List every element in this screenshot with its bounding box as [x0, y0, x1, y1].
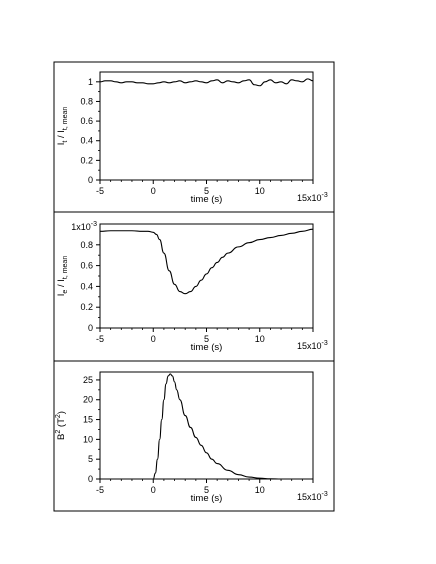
x-tick-label: 5: [204, 186, 209, 196]
x-axis-title: time (s): [191, 194, 223, 205]
x-tick-label: 5: [204, 334, 209, 344]
y-tick-label: 0.8: [80, 96, 93, 106]
y-axis-title: B2 (T2): [55, 411, 67, 440]
x-scale-label: 15x10-3: [297, 491, 328, 502]
y-tick-label: 10: [83, 434, 93, 444]
x-tick-label: 10: [255, 334, 265, 344]
x-scale-label: 15x10-3: [297, 192, 328, 203]
y-tick-label: 0: [88, 175, 93, 185]
y-tick-label: 0: [88, 323, 93, 333]
x-tick-label: 10: [255, 186, 265, 196]
y-tick-label: 25: [83, 375, 93, 385]
y-tick-label: 0.4: [80, 136, 93, 146]
x-tick-label: 0: [151, 334, 156, 344]
x-tick-label: 5: [204, 485, 209, 495]
y-axis-title: Ie / It, mean: [56, 256, 69, 297]
x-tick-label: -5: [96, 334, 104, 344]
y-tick-label: 20: [83, 395, 93, 405]
y-tick-label: 0.4: [80, 281, 93, 291]
y-tick-label: 0.2: [80, 155, 93, 165]
x-tick-label: -5: [96, 186, 104, 196]
y-tick-label: 0.2: [80, 302, 93, 312]
x-axis-title: time (s): [191, 493, 223, 504]
x-tick-label: 0: [151, 186, 156, 196]
x-scale-label: 15x10-3: [297, 340, 328, 351]
y-tick-label: 0.6: [80, 261, 93, 271]
figure-frame: [53, 61, 335, 512]
x-tick-label: 10: [255, 485, 265, 495]
series-line-1: [99, 373, 313, 480]
x-tick-label: -5: [96, 485, 104, 495]
series-line-1: [99, 228, 314, 295]
y-tick-label: 0: [88, 474, 93, 484]
y-tick-label: 0.8: [80, 240, 93, 250]
x-tick-label: 0: [151, 485, 156, 495]
y-tick-label: 1: [88, 77, 93, 87]
y-tick-label: 5: [88, 454, 93, 464]
y-tick-label: 0.6: [80, 116, 93, 126]
series-line-1: [99, 78, 314, 87]
y-axis-title: It / It, mean: [56, 107, 69, 146]
y-tick-label: 15: [83, 415, 93, 425]
x-axis-title: time (s): [191, 342, 223, 353]
y-scale-label: 1x10-3: [71, 221, 97, 232]
